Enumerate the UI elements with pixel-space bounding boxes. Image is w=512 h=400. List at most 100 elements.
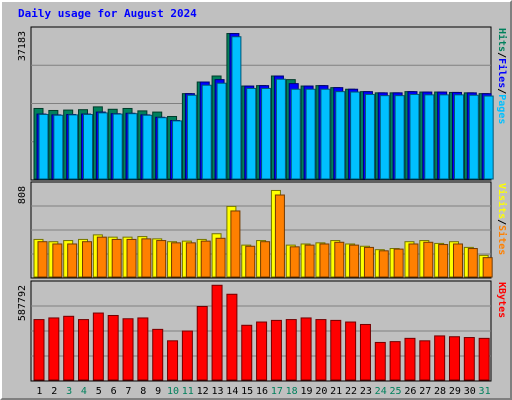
bar-sites-day-10 [171,242,182,278]
bar-pages-day-29 [453,94,464,180]
bar-kbytes-day-5 [92,312,104,381]
x-tick-label-day-31: 31 [479,386,491,397]
bar-kbytes-day-9 [152,328,164,381]
bar-kbytes-day-30 [463,337,475,381]
bar-kbytes-day-28 [434,335,446,381]
panel-2-side-label: Visits/Sites [496,183,508,255]
bar-pages-day-3 [68,114,79,180]
bar-sites-day-17 [274,194,285,278]
bar-sites-day-31 [482,257,493,278]
x-tick-label-day-23: 23 [360,386,372,397]
bar-pages-day-31 [483,95,494,180]
bar-sites-day-26 [408,243,419,278]
x-tick-label-day-8: 8 [140,386,146,397]
bar-kbytes-day-14 [226,293,238,381]
bar-sites-day-23 [363,246,374,278]
x-tick-label-day-1: 1 [36,386,42,397]
x-tick-label-day-28: 28 [434,386,446,397]
bar-sites-day-20 [319,243,330,278]
bar-kbytes-day-23 [359,323,371,381]
x-tick-label-day-5: 5 [96,386,102,397]
bar-pages-day-12 [201,84,212,180]
bar-kbytes-day-3 [63,315,75,381]
x-tick-label-day-17: 17 [271,386,283,397]
x-tick-label-day-6: 6 [111,386,117,397]
bar-pages-day-8 [142,114,153,180]
bar-kbytes-day-4 [78,319,90,381]
x-tick-label-day-22: 22 [345,386,357,397]
bar-pages-day-24 [379,95,390,180]
bar-sites-day-5 [96,236,107,278]
x-tick-label-day-21: 21 [330,386,342,397]
bar-kbytes-day-1 [33,319,45,381]
side-label-sites: Sites [496,225,508,255]
x-tick-label-day-3: 3 [66,386,72,397]
x-tick-label-day-9: 9 [155,386,161,397]
x-tick-label-day-13: 13 [211,386,223,397]
x-tick-label-day-18: 18 [286,386,298,397]
panel-1-ymax-label: 37183 [17,31,28,61]
panel-3-ymax-label: 587792 [17,285,28,321]
bar-pages-day-1 [38,113,49,180]
bar-kbytes-day-6 [107,314,119,381]
x-tick-label-day-26: 26 [404,386,416,397]
bar-kbytes-day-29 [448,336,460,381]
bar-kbytes-day-27 [419,340,431,381]
bar-kbytes-day-24 [374,341,386,381]
bar-sites-day-3 [67,243,78,278]
x-tick-label-day-24: 24 [375,386,387,397]
bar-kbytes-day-12 [196,306,208,381]
bar-sites-day-22 [349,244,360,278]
bar-pages-day-7 [127,113,138,180]
side-label-pages: Pages [496,94,507,124]
bar-pages-day-25 [394,95,405,180]
bar-kbytes-day-20 [315,319,327,381]
bar-pages-day-18 [290,88,301,180]
bar-pages-day-10 [172,120,183,180]
x-tick-label-day-12: 12 [197,386,209,397]
side-label-files: Files [496,58,508,88]
bar-sites-day-14 [230,210,241,278]
bar-kbytes-day-15 [241,324,253,381]
x-tick-label-day-15: 15 [241,386,253,397]
bar-sites-day-19 [304,244,315,278]
side-label-slash: / [496,88,507,94]
bar-pages-day-14 [231,36,242,180]
bar-kbytes-day-10 [167,340,179,381]
bar-kbytes-day-2 [48,317,60,381]
bar-pages-day-27 [424,94,435,180]
side-label-slash: / [496,52,507,58]
side-label-kbytes: KBytes [496,282,507,318]
bar-pages-day-11 [186,94,197,180]
bar-sites-day-21 [334,241,345,278]
bar-pages-day-5 [97,112,108,180]
side-label-visits: Visits [496,183,508,219]
bar-kbytes-day-17 [270,319,282,381]
bar-kbytes-day-11 [181,330,193,381]
x-tick-label-day-14: 14 [226,386,238,397]
x-tick-label-day-29: 29 [449,386,461,397]
panel-1-side-label: Hits/Files/Pages [496,28,508,124]
x-tick-label-day-11: 11 [182,386,194,397]
bar-pages-day-30 [468,94,479,180]
bar-sites-day-2 [52,243,63,278]
x-tick-label-day-7: 7 [125,386,131,397]
bar-pages-day-4 [83,113,94,180]
bar-kbytes-day-18 [285,319,297,381]
bar-sites-day-25 [393,248,404,278]
bar-sites-day-30 [467,248,478,278]
bar-sites-day-8 [141,238,152,278]
panel-3-side-label: KBytes [496,282,507,318]
bar-sites-day-27 [423,241,434,278]
bar-sites-day-12 [200,240,211,278]
bar-kbytes-day-8 [137,317,149,381]
x-tick-label-day-2: 2 [51,386,57,397]
bar-kbytes-day-31 [478,337,490,381]
bar-sites-day-18 [289,246,300,278]
bar-pages-day-20 [320,88,331,180]
bar-pages-day-6 [112,113,123,180]
bar-kbytes-day-13 [211,284,223,381]
bar-kbytes-day-26 [404,337,416,381]
